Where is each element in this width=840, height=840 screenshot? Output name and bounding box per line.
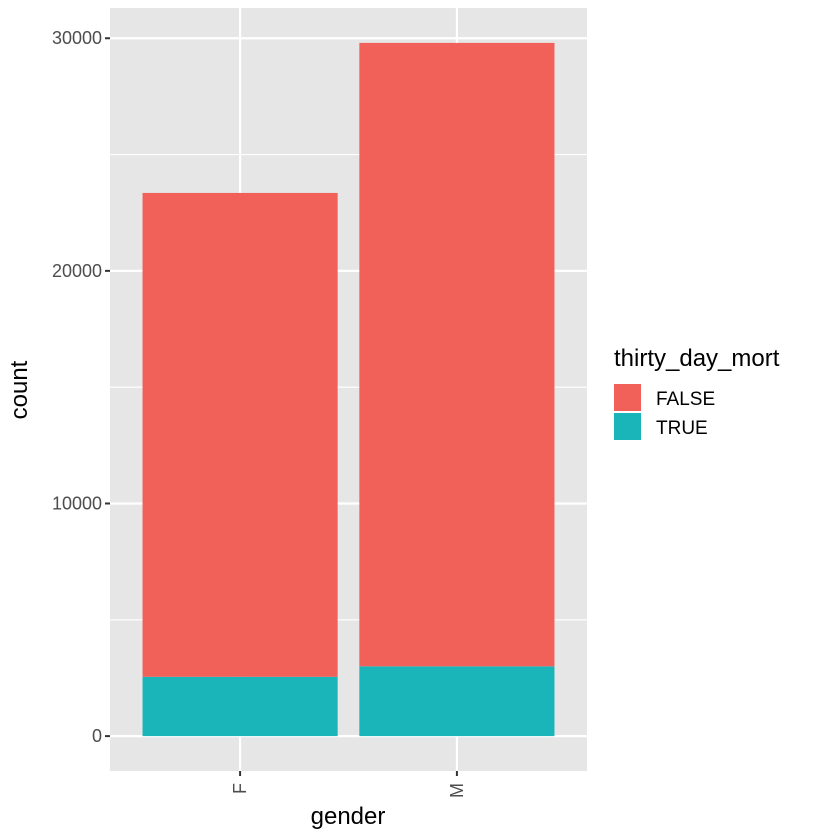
legend-label-true: TRUE (656, 418, 708, 439)
x-tick-label: M (447, 783, 467, 798)
legend: thirty_day_mort FALSE TRUE (614, 345, 780, 440)
legend-key-true (614, 413, 641, 440)
bar-segment-true-f (142, 676, 338, 737)
x-axis-title: gender (311, 803, 386, 830)
legend-key-false (614, 384, 641, 411)
legend-items: FALSE TRUE (614, 384, 715, 440)
y-axis-title: count (6, 360, 33, 419)
y-axis: 0 10000 20000 30000 (52, 28, 110, 746)
legend-label-false: FALSE (656, 389, 715, 410)
legend-title: thirty_day_mort (614, 345, 780, 372)
y-tick-label: 10000 (52, 493, 102, 513)
bars (142, 42, 555, 737)
x-tick-label: F (230, 783, 250, 794)
y-tick-label: 0 (92, 726, 102, 746)
bar-segment-false-m (359, 42, 555, 667)
bar-segment-true-m (359, 666, 555, 737)
bar-segment-false-f (142, 192, 338, 677)
y-tick-label: 30000 (52, 28, 102, 48)
y-tick-label: 20000 (52, 261, 102, 281)
